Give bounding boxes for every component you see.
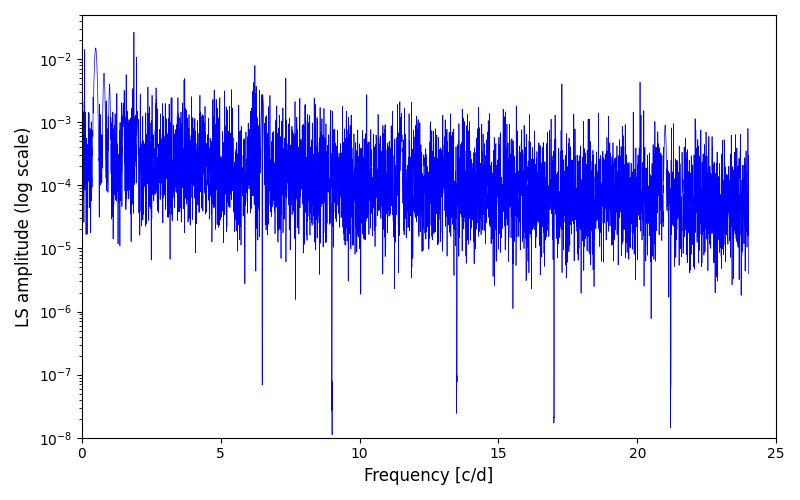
X-axis label: Frequency [c/d]: Frequency [c/d] [364,467,494,485]
Y-axis label: LS amplitude (log scale): LS amplitude (log scale) [15,126,33,326]
